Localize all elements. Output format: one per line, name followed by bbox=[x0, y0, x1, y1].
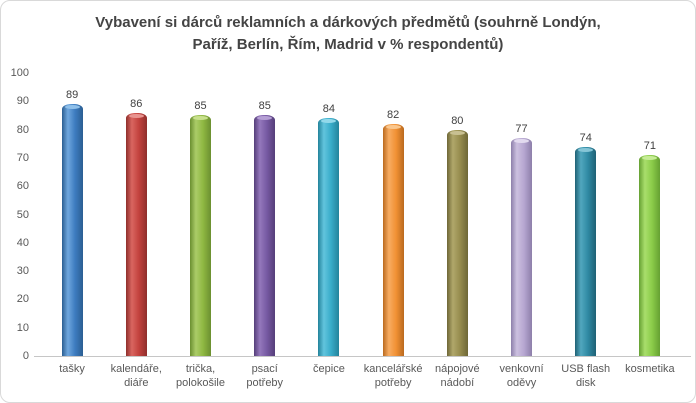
category-label-line: USB flash bbox=[561, 363, 611, 375]
category-label-line: potřeby bbox=[374, 377, 412, 389]
bar-column: 84 bbox=[297, 73, 361, 356]
bar-purple bbox=[254, 115, 276, 356]
chart-title: Vybavení si dárců reklamních a dárkových… bbox=[1, 12, 695, 56]
bar-cyan bbox=[318, 118, 340, 356]
category-label-line: venkovní bbox=[499, 363, 544, 375]
x-axis-labels: tašky kalendáře, diáře trička, polokošile psa… bbox=[40, 362, 682, 390]
category-label: kalendáře, diáře bbox=[104, 362, 168, 390]
y-tick-label: 20 bbox=[16, 293, 29, 306]
bar-value-label: 84 bbox=[322, 103, 336, 116]
y-tick-label: 80 bbox=[16, 123, 29, 136]
bar-column: 85 bbox=[168, 73, 232, 356]
bar-olive bbox=[446, 129, 468, 356]
bar-value-label: 82 bbox=[386, 108, 400, 121]
bar-value-label: 74 bbox=[579, 131, 592, 144]
category-label-line: disk bbox=[575, 377, 596, 389]
y-tick-label: 50 bbox=[16, 208, 29, 221]
bar-column: 89 bbox=[40, 73, 104, 356]
bar-column: 82 bbox=[361, 73, 425, 356]
bar-column: 85 bbox=[233, 73, 297, 356]
category-label: čepice bbox=[297, 362, 361, 390]
bar-column: 71 bbox=[618, 73, 682, 356]
category-label-line: diáře bbox=[124, 377, 149, 389]
bar-blue bbox=[61, 104, 83, 356]
bar-column: 77 bbox=[489, 73, 553, 356]
x-axis-line bbox=[34, 356, 691, 357]
category-label: USB flash disk bbox=[554, 362, 618, 390]
bar-value-label: 85 bbox=[194, 100, 207, 113]
bar-value-label: 89 bbox=[65, 89, 79, 102]
category-label: nápojové nádobí bbox=[425, 362, 489, 390]
bar-value-label: 85 bbox=[258, 100, 271, 113]
y-tick-label: 90 bbox=[16, 95, 29, 108]
category-label-line: potřeby bbox=[246, 377, 284, 389]
category-label: kancelářské potřeby bbox=[361, 362, 425, 390]
y-tick-label: 40 bbox=[16, 236, 29, 249]
category-label-line: kancelářské bbox=[363, 363, 423, 375]
chart-title-line: Vybavení si dárců reklamních a dárkových… bbox=[95, 14, 601, 31]
bar-value-label: 77 bbox=[515, 123, 528, 136]
bar-value-label: 86 bbox=[130, 97, 143, 110]
category-label-line: oděvy bbox=[506, 377, 537, 389]
category-label: tašky bbox=[40, 362, 104, 390]
bar-column: 86 bbox=[104, 73, 168, 356]
category-label-line: polokošile bbox=[176, 377, 225, 389]
y-tick-label: 60 bbox=[16, 180, 29, 193]
y-tick-label: 30 bbox=[16, 265, 29, 278]
category-label-line: nádobí bbox=[440, 377, 475, 389]
bar-teal bbox=[575, 146, 597, 356]
y-tick-label: 70 bbox=[16, 151, 29, 164]
category-label: trička, polokošile bbox=[168, 362, 232, 390]
category-label-line: kalendáře, bbox=[110, 363, 162, 375]
y-tick-label: 100 bbox=[10, 67, 29, 79]
bar-green bbox=[190, 115, 211, 356]
bar-column: 74 bbox=[554, 73, 618, 356]
category-label-line: čepice bbox=[313, 363, 345, 375]
bar-red bbox=[125, 112, 147, 356]
category-label-line: tašky bbox=[59, 363, 85, 375]
bar-column: 80 bbox=[425, 73, 489, 356]
bar-lavender bbox=[511, 138, 533, 356]
bar-light-green bbox=[639, 155, 661, 356]
y-tick-label: 0 bbox=[22, 350, 29, 362]
bar-value-label: 71 bbox=[643, 140, 657, 153]
category-label-line: nápojové bbox=[434, 363, 480, 375]
category-label: kosmetika bbox=[618, 362, 682, 390]
category-label: venkovní oděvy bbox=[489, 362, 553, 390]
category-label-line: kosmetika bbox=[625, 363, 675, 375]
chart-title-line: Paříž, Berlín, Řím, Madrid v % responden… bbox=[192, 36, 504, 53]
category-label-line: trička, bbox=[185, 363, 216, 375]
bar-orange bbox=[382, 123, 404, 356]
category-label: psací potřeby bbox=[233, 362, 297, 390]
y-tick-label: 10 bbox=[16, 321, 29, 334]
plot-area: 89 86 85 85 84 82 80 77 74 71 bbox=[40, 73, 682, 356]
y-axis: 0 10 20 30 40 50 60 70 80 90 100 bbox=[1, 1, 30, 402]
category-label-line: psací bbox=[251, 363, 278, 375]
bar-value-label: 80 bbox=[451, 114, 464, 127]
